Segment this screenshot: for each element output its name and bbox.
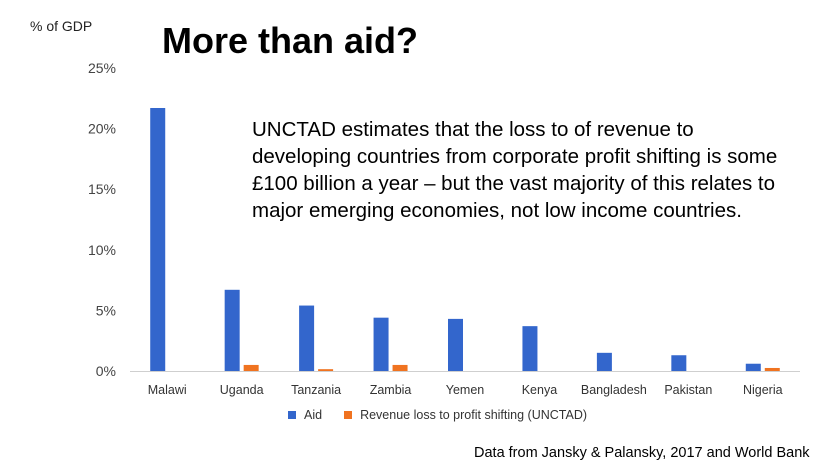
x-tick-label: Nigeria (743, 383, 783, 397)
bar-aid (150, 107, 166, 371)
y-tick-label: 25% (88, 60, 116, 76)
y-tick-label: 0% (96, 363, 116, 379)
legend: Aid Revenue loss to profit shifting (UNC… (288, 408, 609, 422)
legend-label-aid: Aid (304, 408, 323, 422)
y-tick-label: 10% (88, 242, 116, 258)
y-tick-label: 5% (96, 302, 116, 318)
legend-item-revenue-loss: Revenue loss to profit shifting (UNCTAD) (344, 408, 587, 422)
chart-annotation: UNCTAD estimates that the loss to of rev… (252, 118, 778, 222)
legend-item-aid: Aid (288, 408, 322, 422)
legend-swatch-aid (288, 411, 296, 419)
x-tick-label: Zambia (370, 383, 412, 397)
bar-aid (299, 305, 315, 371)
bar-aid (745, 363, 761, 371)
x-tick-label: Uganda (220, 383, 264, 397)
y-axis-label: % of GDP (30, 18, 93, 34)
bar-aid (373, 317, 389, 371)
source-note: Data from Jansky & Palansky, 2017 and Wo… (474, 445, 810, 461)
bar-revenue-loss (243, 364, 259, 371)
x-tick-label: Bangladesh (581, 383, 647, 397)
x-tick-label: Tanzania (291, 383, 341, 397)
x-tick-label: Pakistan (664, 383, 712, 397)
bar-revenue-loss (318, 369, 334, 371)
bar-aid (671, 355, 687, 371)
chart-title: More than aid? (162, 20, 419, 61)
bar-aid (522, 326, 538, 371)
legend-label-revenue-loss: Revenue loss to profit shifting (UNCTAD) (360, 408, 588, 422)
y-tick-label: 15% (88, 181, 116, 197)
bar-aid (224, 289, 240, 371)
y-tick-label: 20% (88, 121, 116, 137)
bar-revenue-loss (392, 364, 408, 371)
x-tick-label: Kenya (522, 383, 557, 397)
bar-aid (596, 352, 612, 371)
x-tick-label: Yemen (446, 383, 485, 397)
bar-revenue-loss (764, 367, 780, 371)
x-tick-label: Malawi (148, 383, 187, 397)
legend-swatch-revenue-loss (344, 411, 353, 419)
bar-aid (448, 318, 463, 371)
